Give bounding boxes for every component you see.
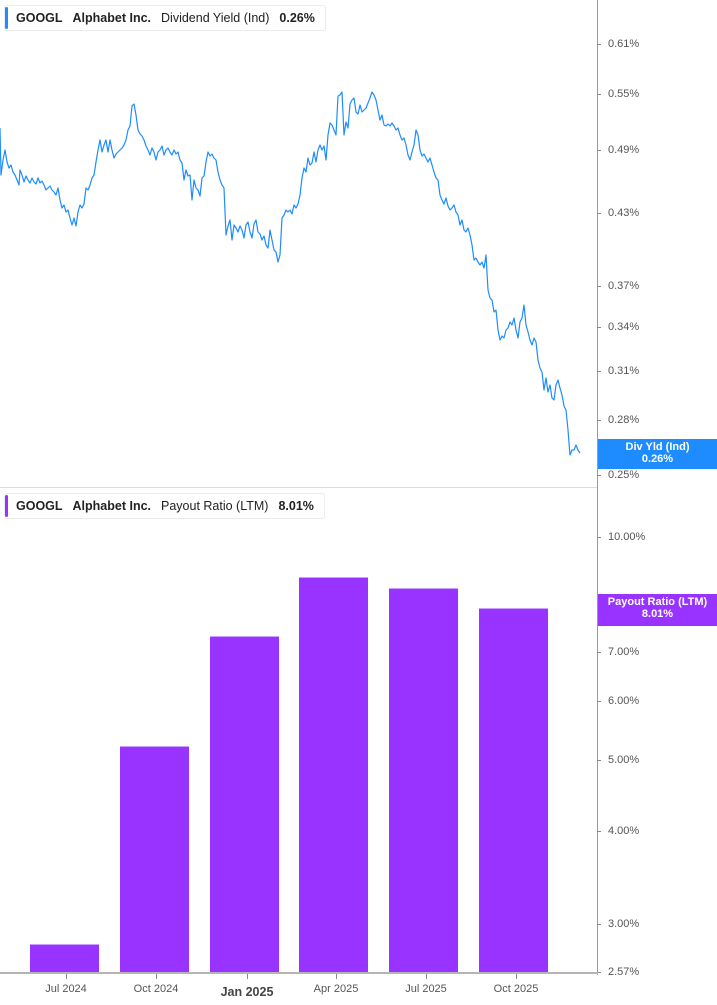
y-tick-label: 4.00% <box>608 825 640 837</box>
x-tick-label: Jul 2025 <box>405 983 447 995</box>
y-tick-label: 0.43% <box>608 207 640 219</box>
y-tick <box>597 327 601 328</box>
x-tick <box>156 974 157 979</box>
x-tick-label-year: Jan 2025 <box>220 985 274 999</box>
tag-label: Div Yld (Ind) <box>625 441 690 453</box>
legend-value: 0.26% <box>279 11 315 25</box>
legend-company: Alphabet Inc. <box>72 499 152 513</box>
x-axis-line <box>0 972 598 974</box>
x-tick <box>247 974 248 979</box>
legend-metric: Dividend Yield (Ind) <box>161 11 270 25</box>
y-tick <box>597 760 601 761</box>
y-tick-label: 0.61% <box>608 38 640 50</box>
dividend-yield-line <box>0 91 581 456</box>
y-tick <box>597 475 601 476</box>
legend-ticker: GOOGL <box>16 11 63 25</box>
payout-bar-sep-2025[interactable] <box>479 608 548 972</box>
y-tick-label: 0.25% <box>608 469 640 481</box>
y-tick <box>597 371 601 372</box>
x-tick <box>66 974 67 979</box>
legend-ticker: GOOGL <box>16 499 63 513</box>
dividend-yield-line-chart <box>0 91 581 456</box>
x-tick-label: Oct 2025 <box>493 983 539 995</box>
y-tick <box>597 286 601 287</box>
x-tick <box>516 974 517 979</box>
y-tick <box>597 972 601 973</box>
x-tick-label: Apr 2025 <box>313 983 359 995</box>
y-tick-label: 5.00% <box>608 754 640 766</box>
x-tick-label: Jul 2024 <box>45 983 87 995</box>
dividend-yield-value-tag: Div Yld (Ind) 0.26% <box>598 439 717 469</box>
payout-bar-jun-2025[interactable] <box>389 588 458 972</box>
y-tick <box>597 537 601 538</box>
payout-bar-dec-2024[interactable] <box>210 636 279 972</box>
payout-ratio-value-tag: Payout Ratio (LTM) 8.01% <box>598 594 717 626</box>
series-color-swatch <box>5 495 8 517</box>
y-tick <box>597 652 601 653</box>
payout-bar-mar-2025[interactable] <box>299 577 368 972</box>
legend-company: Alphabet Inc. <box>72 11 152 25</box>
x-tick <box>336 974 337 979</box>
tag-label: Payout Ratio (LTM) <box>607 596 708 608</box>
y-tick-label: 0.34% <box>608 321 640 333</box>
legend-value: 8.01% <box>278 499 314 513</box>
y-tick <box>597 94 601 95</box>
y-tick <box>597 44 601 45</box>
y-tick <box>597 150 601 151</box>
y-tick <box>597 924 601 925</box>
panel-divider[interactable] <box>0 487 597 488</box>
y-axis-line <box>597 0 598 975</box>
dividend-yield-legend[interactable]: GOOGL Alphabet Inc. Dividend Yield (Ind)… <box>4 5 326 31</box>
y-tick-label: 0.31% <box>608 365 640 377</box>
x-tick <box>426 974 427 979</box>
y-tick-label: 0.28% <box>608 414 640 426</box>
payout-bar-jun-2024[interactable] <box>30 944 99 972</box>
y-tick-label: 0.37% <box>608 280 640 292</box>
legend-metric: Payout Ratio (LTM) <box>161 499 269 513</box>
tag-value: 0.26% <box>641 453 674 465</box>
y-tick-label: 6.00% <box>608 695 640 707</box>
x-tick-label: Oct 2024 <box>133 983 179 995</box>
y-tick-label: 2.57% <box>608 966 640 978</box>
y-tick <box>597 701 601 702</box>
payout-ratio-legend[interactable]: GOOGL Alphabet Inc. Payout Ratio (LTM) 8… <box>4 493 325 519</box>
y-tick-label: 0.49% <box>608 144 640 156</box>
y-tick-label: 10.00% <box>608 531 646 543</box>
y-tick <box>597 831 601 832</box>
series-color-swatch <box>5 7 8 29</box>
tag-value: 8.01% <box>641 608 674 620</box>
y-tick-label: 0.55% <box>608 88 640 100</box>
y-tick <box>597 213 601 214</box>
y-tick-label: 3.00% <box>608 918 640 930</box>
y-tick-label: 7.00% <box>608 646 640 658</box>
y-tick <box>597 420 601 421</box>
payout-bar-sep-2024[interactable] <box>120 746 189 972</box>
